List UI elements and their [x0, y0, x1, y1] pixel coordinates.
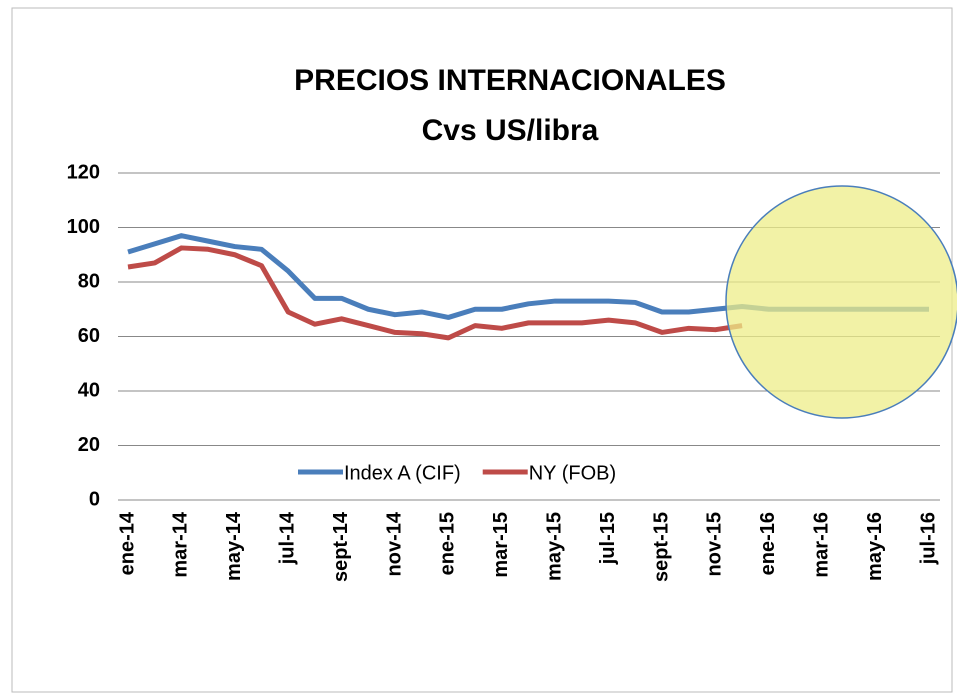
x-tick-label: may-16 — [864, 512, 886, 581]
y-tick-label: 0 — [89, 488, 100, 510]
x-tick-label: jul-16 — [917, 512, 939, 565]
x-tick-label: mar-16 — [810, 512, 832, 578]
y-tick-label: 80 — [78, 270, 100, 292]
x-tick-label: may-14 — [223, 511, 245, 581]
series-line — [127, 245, 743, 341]
y-tick-label: 120 — [67, 161, 100, 183]
highlight-circle — [725, 185, 957, 419]
x-tick-label: ene-15 — [437, 512, 459, 575]
x-tick-label: jul-14 — [276, 511, 298, 565]
x-tick-label: ene-16 — [757, 512, 779, 575]
legend-label: Index A (CIF) — [344, 462, 461, 484]
x-tick-label: may-15 — [543, 512, 565, 581]
y-tick-label: 60 — [78, 325, 100, 347]
chart-subtitle: Cvs US/libra — [422, 114, 599, 147]
legend-label: NY (FOB) — [529, 462, 616, 484]
x-tick-label: sept-14 — [330, 511, 352, 582]
x-tick-label: jul-15 — [597, 512, 619, 565]
x-tick-label: nov-14 — [383, 511, 405, 576]
x-tick-label: mar-15 — [490, 512, 512, 578]
x-tick-label: ene-14 — [116, 511, 138, 575]
y-tick-label: 20 — [78, 434, 100, 456]
y-tick-label: 40 — [78, 379, 100, 401]
x-tick-label: mar-14 — [170, 511, 192, 577]
x-tick-label: sept-15 — [650, 512, 672, 582]
y-tick-label: 100 — [67, 216, 100, 238]
chart-title: PRECIOS INTERNACIONALES — [294, 64, 726, 97]
x-tick-label: nov-15 — [704, 512, 726, 576]
